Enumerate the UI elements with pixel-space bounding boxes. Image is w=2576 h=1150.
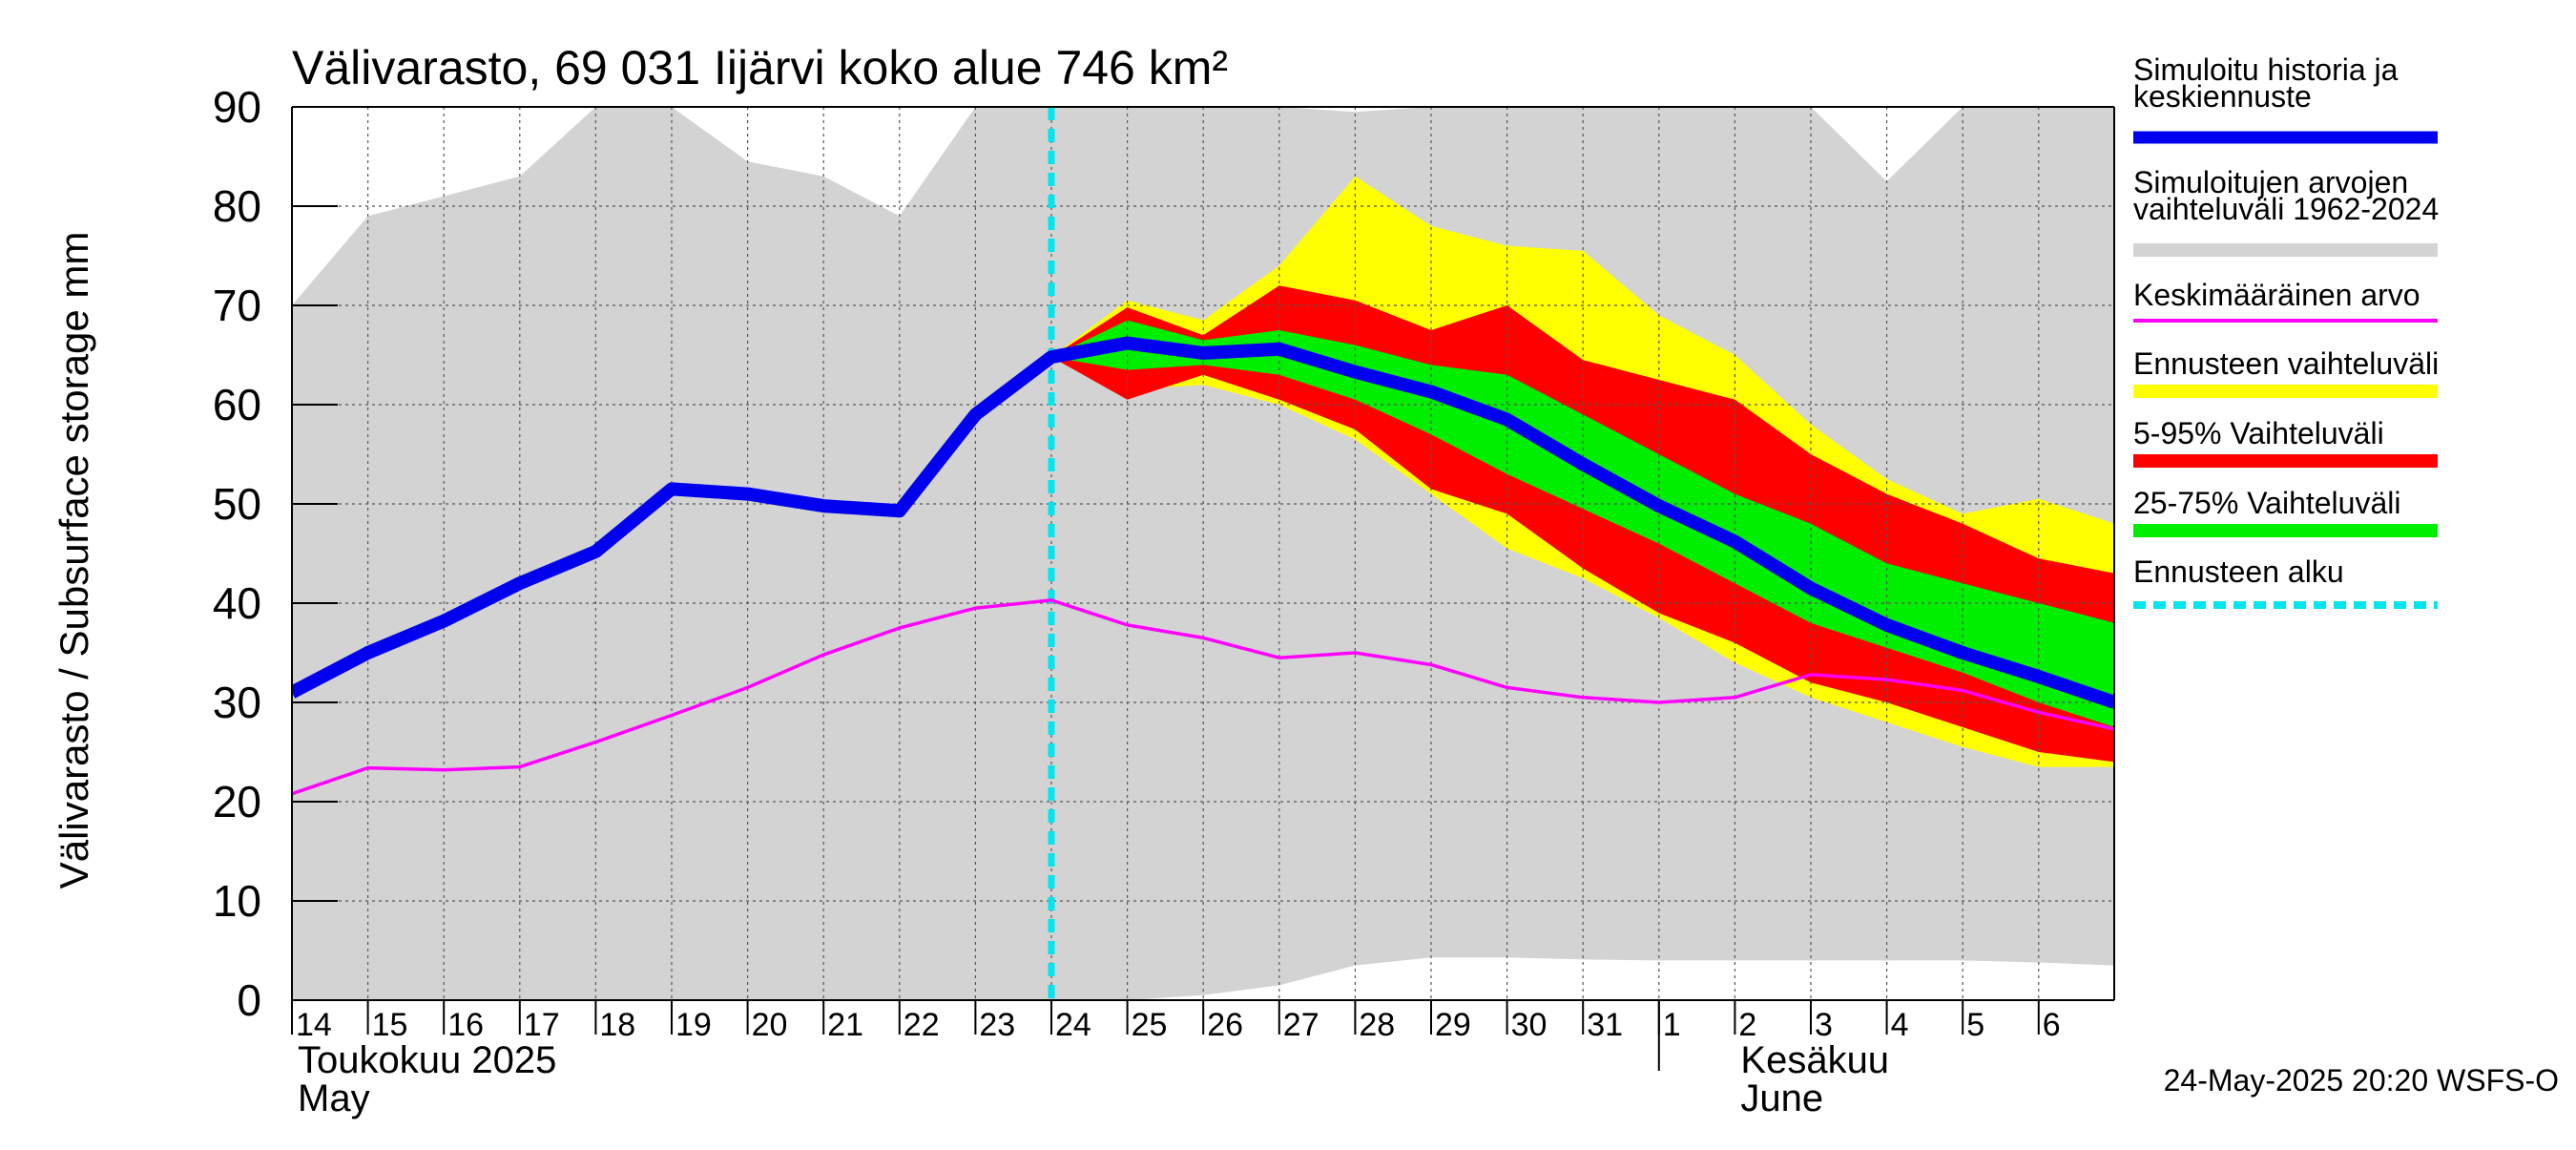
x-axis: 14 15 16 17 18 19 20 21 22 23 24 25 26 27 28 29 30 31 1 2 3 4… [291,1000,2061,1119]
legend-label-mean: Keskimääräinen arvo [2133,278,2420,312]
legend-label-forecast_range: Ennusteen vaihteluväli [2133,346,2439,381]
x-tick-label: 20 [752,1007,788,1043]
x-tick-label: 28 [1359,1007,1395,1043]
y-tick-label: 90 [213,82,261,132]
x-tick-label: 17 [524,1007,560,1043]
x-tick-label: 31 [1587,1007,1623,1043]
y-tick-label: 50 [213,479,261,529]
x-tick-label: 5 [1966,1007,1984,1043]
x-tick-label: 15 [372,1007,408,1043]
plot-lines [292,107,2114,1000]
chart-title: Välivarasto, 69 031 Iijärvi koko alue 74… [292,41,1228,94]
x-tick-label: 24 [1055,1007,1091,1043]
y-tick-label: 70 [213,281,261,330]
y-axis: 0 10 20 30 40 50 60 70 80 90 [213,82,338,1025]
y-tick-label: 80 [213,181,261,231]
y-tick-label: 20 [213,777,261,826]
x-tick-label: 4 [1891,1007,1909,1043]
x-tick-label: 18 [599,1007,635,1043]
x-tick-label: 19 [675,1007,712,1043]
x-tick-label: 6 [2043,1007,2061,1043]
x-tick-label: 21 [827,1007,863,1043]
x-tick-label: 1 [1663,1007,1681,1043]
x-tick-label: 22 [904,1007,940,1043]
x-tick-label: 14 [296,1007,332,1043]
month-label: June [1740,1077,1823,1119]
x-tick-label: 26 [1207,1007,1243,1043]
legend-label-p5_95: 5-95% Vaihteluväli [2133,416,2384,450]
band-p25_75 [1051,320,2114,727]
legend-label-history: keskiennuste [2133,79,2312,114]
month-label: Kesäkuu [1740,1039,1889,1081]
x-tick-label: 30 [1511,1007,1548,1043]
x-tick-label: 23 [979,1007,1015,1043]
legend-label-p25_75: 25-75% Vaihteluväli [2133,486,2400,520]
y-tick-label: 40 [213,578,261,628]
month-label: Toukokuu 2025 [298,1039,556,1081]
timestamp-footer: 24-May-2025 20:20 WSFS-O [2164,1063,2559,1098]
y-tick-label: 10 [213,876,261,926]
x-tick-label: 27 [1283,1007,1319,1043]
series-line-mean [292,598,2114,796]
x-tick-label: 29 [1435,1007,1471,1043]
y-axis-label: Välivarasto / Subsurface storage mm [52,232,96,889]
y-tick-label: 60 [213,380,261,429]
x-tick-label: 3 [1815,1007,1833,1043]
series-line-history [292,336,2114,709]
plot-grid [292,107,2114,1000]
legend-label-history: Simuloitu historia ja [2133,52,2399,87]
y-tick-label: 30 [213,678,261,727]
x-tick-label: 2 [1738,1007,1756,1043]
legend-label-range_hist: vaihteluväli 1962-2024 [2133,192,2439,226]
legend-label-forecast_start: Ennusteen alku [2133,554,2344,589]
x-tick-label: 16 [447,1007,484,1043]
month-label: May [298,1077,370,1119]
legend-label-range_hist: Simuloitujen arvojen [2133,165,2408,199]
y-tick-label: 0 [237,975,261,1025]
x-tick-label: 25 [1132,1007,1168,1043]
